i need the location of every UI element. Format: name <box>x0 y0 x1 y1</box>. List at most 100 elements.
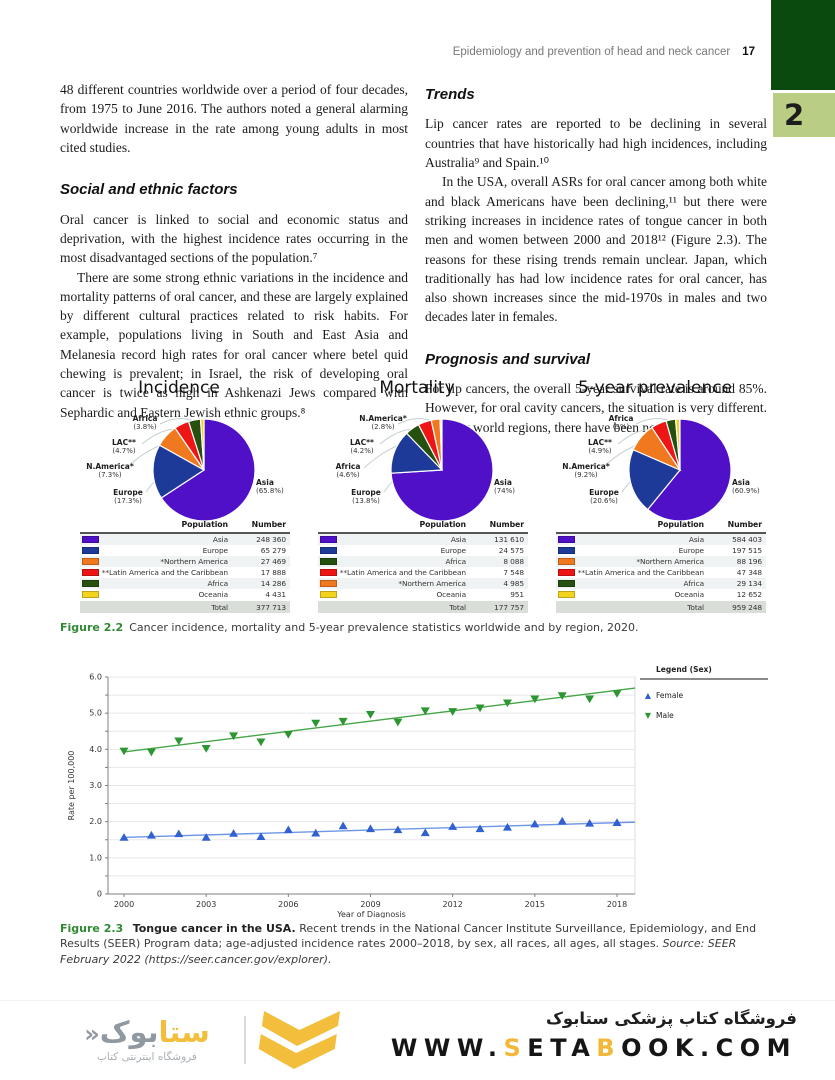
pie-callout-asia: Asia (60.9%) <box>732 478 760 495</box>
chapter-tab: 2 <box>773 93 835 137</box>
paragraph-trends-1: Lip cancer rates are reported to be decl… <box>425 116 767 171</box>
pie-callout: LAC** (4.2%) <box>350 438 374 455</box>
chapter-tab-dark <box>771 0 835 90</box>
chart-legend: Legend (Sex) ▲ Female ▼ Male <box>640 662 768 720</box>
table-row: Europe 197 515 <box>556 545 766 556</box>
table-header: Population Number <box>318 518 528 534</box>
color-swatch <box>82 536 99 543</box>
pie-chart-prevalence <box>628 418 732 522</box>
pie-callout: N.America* (7.3%) <box>86 462 134 479</box>
table-row: **Latin America and the Caribbean 7 548 <box>318 567 528 578</box>
figure-2-2: Incidence Africa (3.8%) LAC** (4.7%) N.Ame… <box>60 376 774 622</box>
svg-text:2015: 2015 <box>525 900 545 909</box>
guillemet-icon: « <box>84 1019 100 1048</box>
svg-text:1.0: 1.0 <box>89 853 102 862</box>
female-marker-icon: ▲ <box>644 691 652 700</box>
pie-panel-prevalence: 5-year prevalence Africa (3%) LAC** (4.9%)… <box>536 376 774 622</box>
table-header: Population Number <box>80 518 290 534</box>
table-row: Oceania 951 <box>318 589 528 600</box>
legend-title: Legend (Sex) <box>640 662 768 680</box>
table-row: Africa 14 286 <box>80 578 290 589</box>
pie-callout: Europe (20.6%) <box>589 488 619 505</box>
table-row: Africa 8 088 <box>318 556 528 567</box>
left-column: 48 different countries worldwide over a … <box>60 80 408 422</box>
figure-label: Figure 2.2 <box>60 621 124 634</box>
pie-title: Incidence <box>138 378 220 398</box>
color-swatch <box>558 569 575 576</box>
logo-wordmark: ستابوک« فروشگاه اینترنتی کتاب <box>58 1016 236 1064</box>
color-swatch <box>82 558 99 565</box>
paragraph-trends-2: In the USA, overall ASRs for oral cancer… <box>425 174 767 325</box>
color-swatch <box>320 558 337 565</box>
svg-text:4.0: 4.0 <box>89 745 102 754</box>
footer-store-info: فروشگاه کتاب پزشکی ستابوک WWW.SETABOOK.C… <box>391 1009 797 1062</box>
pie-title: Mortality <box>379 378 455 398</box>
heading-trends: Trends <box>425 86 475 103</box>
legend-item-male: ▼ Male <box>640 711 768 720</box>
population-table-mortality: Population Number Asia 131 610 Europe 24 57… <box>318 518 528 613</box>
table-body: Asia 248 360 Europe 65 279 *Northern Ameri… <box>80 534 290 600</box>
pie-panel-mortality: Mortality N.America* (2.8%) LAC** (4.2%) A… <box>298 376 536 622</box>
pie-title: 5-year prevalence <box>577 378 733 398</box>
table-total-row: Total 959 248 <box>556 601 766 613</box>
paragraph-intro: 48 different countries worldwide over a … <box>60 82 408 155</box>
line-chart: 0 1.0 2.0 3.0 4.0 5.0 6.0 2000 2003 2006 2009 2012 2… <box>67 673 636 918</box>
caption-source: Source: SEER February 2022 (https://seer… <box>60 937 737 966</box>
legend-item-female: ▲ Female <box>640 691 768 700</box>
pie-callout: Europe (13.8%) <box>351 488 381 505</box>
table-row: Asia 131 610 <box>318 534 528 545</box>
svg-text:2006: 2006 <box>278 900 298 909</box>
legend-label: Female <box>656 691 684 700</box>
heading-prognosis-survival: Prognosis and survival <box>425 350 591 368</box>
table-total-row: Total 177 757 <box>318 601 528 613</box>
running-title: Epidemiology and prevention of head and … <box>452 46 731 58</box>
male-marker-icon: ▼ <box>644 711 652 720</box>
legend-label: Male <box>656 711 674 720</box>
footer: ستابوک« فروشگاه اینترنتی کتاب فروشگاه کت… <box>0 1000 835 1080</box>
page-number: 17 <box>742 46 755 58</box>
table-row: Oceania 12 652 <box>556 589 766 600</box>
figure-2-3-caption: Figure 2.3 Tongue cancer in the USA. Rec… <box>60 921 774 967</box>
paragraph-prognosis: For lip cancers, the overall 5-year surv… <box>425 381 767 435</box>
table-row: **Latin America and the Caribbean 17 888 <box>80 567 290 578</box>
color-swatch <box>320 591 337 598</box>
figure-label: Figure 2.3 <box>60 922 124 935</box>
pie-callout: LAC** (4.9%) <box>588 438 612 455</box>
table-row: Europe 24 575 <box>318 545 528 556</box>
color-swatch <box>82 569 99 576</box>
color-swatch <box>82 580 99 587</box>
table-row: *Northern America 4 985 <box>318 578 528 589</box>
table-total-row: Total 377 713 <box>80 601 290 613</box>
heading-social-ethnic-factors: Social and ethnic factors <box>60 181 238 199</box>
store-title: فروشگاه کتاب پزشکی ستابوک <box>546 1009 797 1028</box>
svg-text:2012: 2012 <box>442 900 462 909</box>
pie-callout-asia: Asia (74%) <box>494 478 516 495</box>
table-row: Europe 65 279 <box>80 545 290 556</box>
color-swatch <box>82 547 99 554</box>
table-header: Population Number <box>556 518 766 534</box>
svg-text:0: 0 <box>97 890 102 899</box>
paragraph-social-2: There are some strong ethnic variations … <box>60 269 408 420</box>
color-swatch <box>320 547 337 554</box>
pie-callout: N.America* (2.8%) <box>359 414 407 431</box>
pie-chart-incidence <box>152 418 256 522</box>
svg-text:2009: 2009 <box>360 900 380 909</box>
pie-panel-incidence: Incidence Africa (3.8%) LAC** (4.7%) N.Ame… <box>60 376 298 622</box>
figure-2-3-chart: 0 1.0 2.0 3.0 4.0 5.0 6.0 2000 2003 2006 2009 2012 2… <box>60 660 775 918</box>
table-row: Africa 29 134 <box>556 578 766 589</box>
pie-callout: Africa (3%) <box>608 414 634 431</box>
website-url: WWW.SETABOOK.COM <box>390 1034 797 1062</box>
color-swatch <box>320 569 337 576</box>
pie-callout: Europe (17.3%) <box>113 488 143 505</box>
svg-text:2.0: 2.0 <box>89 817 102 826</box>
svg-text:Year of Diagnosis: Year of Diagnosis <box>336 910 406 918</box>
color-swatch <box>320 580 337 587</box>
color-swatch <box>558 591 575 598</box>
svg-text:Rate per 100,000: Rate per 100,000 <box>67 751 76 821</box>
population-table-prevalence: Population Number Asia 584 403 Europe 197 5… <box>556 518 766 613</box>
logo-subtitle: فروشگاه اینترنتی کتاب <box>97 1051 197 1064</box>
table-row: *Northern America 27 469 <box>80 556 290 567</box>
svg-text:3.0: 3.0 <box>89 781 102 790</box>
paragraph-social-1: Oral cancer is linked to social and econ… <box>60 211 408 266</box>
